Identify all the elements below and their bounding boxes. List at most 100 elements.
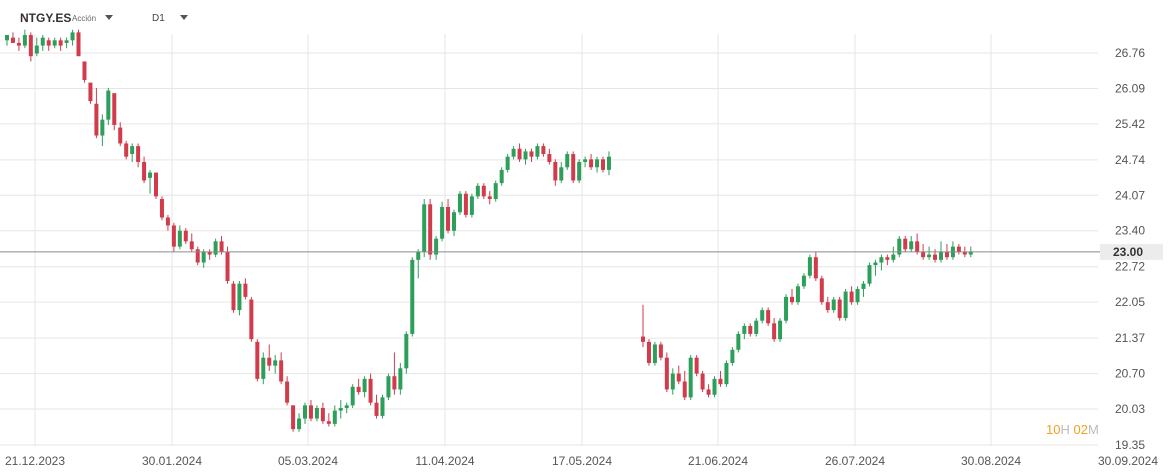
candle-up	[386, 373, 391, 401]
countdown-minutes-unit: M	[1087, 422, 1099, 437]
candle-down	[664, 352, 669, 393]
candle-down	[10, 32, 15, 43]
candle-down	[356, 378, 361, 395]
candle-body	[112, 93, 117, 125]
candle-up	[40, 35, 45, 51]
candle-down	[772, 318, 777, 342]
x-axis: 21.12.2023 30.01.2024 05.03.2024 11.04.2024…	[5, 454, 1158, 468]
candle-down	[790, 288, 794, 305]
candle-down	[601, 156, 605, 173]
candle-down	[487, 191, 492, 205]
candle-body	[124, 143, 129, 157]
candle-down	[933, 249, 938, 263]
candle-body	[547, 154, 552, 162]
candle-body	[535, 146, 540, 157]
candle-up	[505, 154, 510, 173]
candle-body	[646, 341, 651, 364]
candle-down	[249, 296, 254, 342]
x-tick-label: 26.07.2024	[825, 454, 885, 468]
candle-down	[291, 405, 296, 432]
candle-body	[589, 159, 594, 168]
candle-up	[778, 318, 783, 342]
y-tick-label: 20.03	[1115, 402, 1145, 416]
x-tick-label: 17.05.2024	[552, 454, 612, 468]
candle-down	[320, 402, 325, 424]
candle-body	[819, 278, 824, 303]
candle-down	[207, 249, 212, 260]
candle-body	[392, 376, 397, 390]
timeframe-selector[interactable]: D1	[152, 13, 165, 24]
grid-lines	[0, 34, 1098, 446]
timeframe-dropdown-icon[interactable]	[180, 15, 188, 20]
candle-down	[267, 344, 272, 371]
countdown-minutes: 02	[1073, 422, 1088, 437]
candle-down	[541, 143, 546, 157]
candle-body	[326, 421, 331, 424]
candle-body	[416, 251, 421, 260]
candle-down	[94, 87, 99, 139]
candle-up	[670, 368, 675, 395]
y-tick-label: 26.76	[1115, 46, 1145, 60]
candle-body	[219, 241, 224, 252]
x-tick-label: 30.09.2024	[1098, 454, 1158, 468]
candle-up	[380, 394, 385, 419]
candle-up	[742, 323, 747, 340]
y-axis: 26.76 26.09 25.42 24.74 24.07 23.40 22.72 22.05…	[1115, 46, 1145, 452]
candle-down	[956, 243, 961, 255]
candle-body	[40, 37, 45, 46]
candle-down	[392, 352, 397, 395]
candle-down	[641, 304, 645, 348]
candle-down	[279, 352, 284, 385]
candle-body	[933, 254, 938, 260]
candle-up	[398, 363, 403, 395]
candle-down	[326, 413, 331, 427]
candle-up	[52, 37, 57, 49]
symbol-type: Acción	[72, 14, 97, 23]
candle-body	[231, 283, 236, 311]
candle-body	[652, 344, 657, 364]
symbol-dropdown-icon[interactable]	[105, 15, 113, 20]
candle-up	[64, 37, 69, 49]
candle-down	[682, 370, 687, 401]
y-tick-label: 25.42	[1115, 117, 1145, 131]
candle-up	[652, 341, 657, 366]
candle-body	[801, 275, 806, 287]
y-tick-label: 24.07	[1115, 188, 1145, 202]
candle-up	[416, 249, 421, 279]
candle-down	[76, 29, 81, 57]
candle-body	[374, 402, 379, 416]
candle-body	[338, 407, 343, 411]
candle-down	[255, 339, 260, 382]
candle-up	[130, 143, 135, 162]
candle-body	[813, 257, 818, 279]
candle-body	[64, 40, 69, 43]
candle-up	[338, 400, 343, 419]
candle-up	[565, 151, 570, 170]
candle-down	[517, 143, 522, 162]
candle-body	[320, 407, 325, 422]
candle-body	[511, 148, 516, 157]
candle-body	[165, 217, 170, 226]
candle-body	[344, 405, 349, 408]
candle-body	[915, 241, 920, 252]
candle-up	[332, 405, 337, 427]
candle-down	[368, 373, 373, 406]
candle-down	[676, 365, 681, 385]
candle-body	[487, 196, 492, 200]
candle-body	[410, 259, 415, 334]
x-tick-label: 05.03.2024	[278, 454, 338, 468]
candle-body	[676, 373, 681, 382]
symbol-name[interactable]: NTGY.ES	[20, 11, 72, 25]
candle-body	[849, 291, 854, 303]
candle-body	[927, 254, 932, 258]
candle-body	[386, 376, 391, 398]
y-tick-label: 20.70	[1115, 367, 1145, 381]
candle-body	[279, 360, 284, 382]
candle-body	[142, 161, 147, 181]
candle-body	[606, 156, 611, 170]
candle-down	[136, 143, 141, 168]
candle-up	[801, 273, 806, 289]
candle-body	[944, 251, 949, 258]
candle-body	[308, 405, 313, 419]
